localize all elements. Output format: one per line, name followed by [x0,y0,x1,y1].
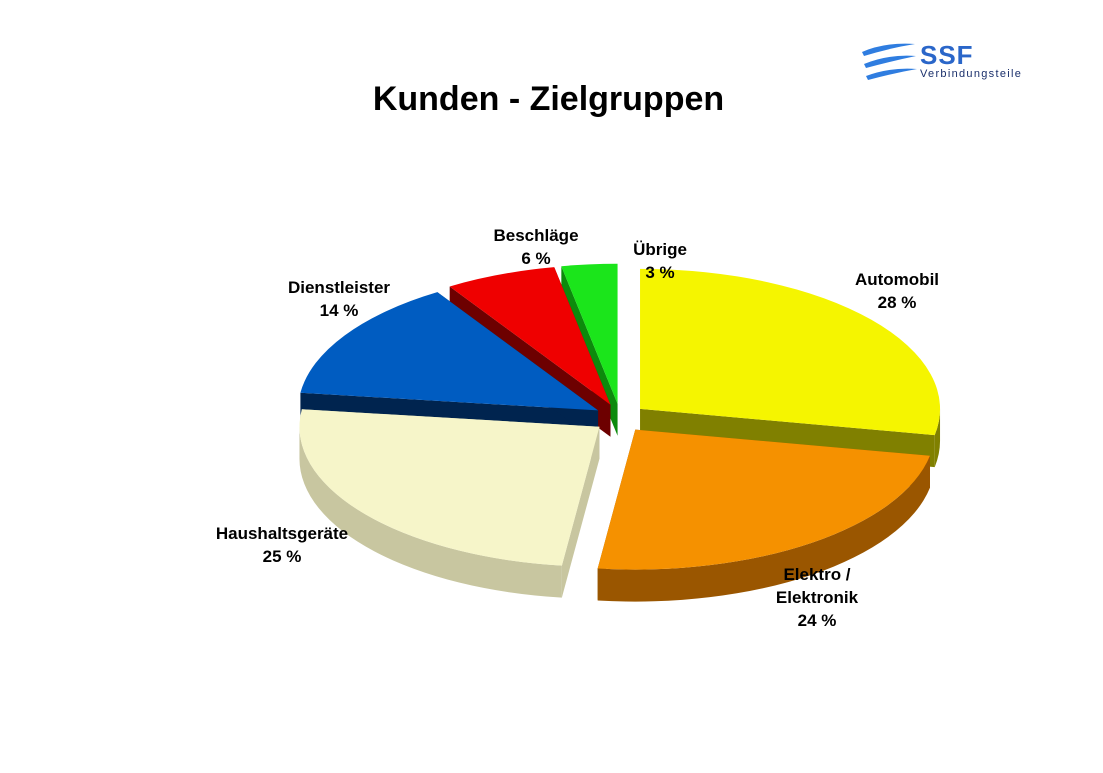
logo-name: SSF [920,40,974,70]
ssf-logo: SSF Verbindungsteile [860,40,1045,90]
slice-label: Dienstleister 14 % [288,276,390,322]
slice-category-label: Dienstleister [287,278,391,297]
chart-title: Kunden - Zielgruppen [372,80,725,118]
slice-top [449,267,611,405]
slice-label: Haushaltsgeräte 25 % [216,522,348,568]
slice-category-label: Haushaltsgeräte [215,524,349,543]
slice-label: Automobil 28 % [855,268,939,314]
slice-rim [934,408,941,468]
slice-label: Beschläge 6 % [493,224,578,270]
slice-value-label: 6 % [521,249,551,268]
slice-top [640,268,941,436]
slice-category-label: Beschläge [493,226,579,245]
slice-value-label: 28 % [877,293,917,312]
pie-slice [299,409,600,598]
slice-value-label: 3 % [645,263,675,282]
slice-rim [299,426,562,598]
slice-category-label: Elektronik [775,588,859,607]
slice-top [597,429,930,570]
pie-slice [597,429,930,602]
slice-top [561,263,618,404]
slice-category-label: Übrige [633,240,687,259]
logo-subtitle: Verbindungsteile [920,68,1023,80]
slice-value-label: 24 % [797,611,837,630]
slice-label: Elektro / Elektronik 24 % [776,563,858,632]
slice-value-label: 25 % [262,547,302,566]
slice-side-wall [561,426,600,598]
slice-top [300,292,599,411]
slice-category-label: Automobil [854,270,940,289]
slice-rim [597,455,930,602]
slice-top [299,409,600,566]
slice-label: Übrige 3 % [633,238,687,284]
ssf-wave-icon [862,43,917,80]
slice-category-label: Elektro / [783,565,851,584]
slice-value-label: 14 % [319,301,359,320]
